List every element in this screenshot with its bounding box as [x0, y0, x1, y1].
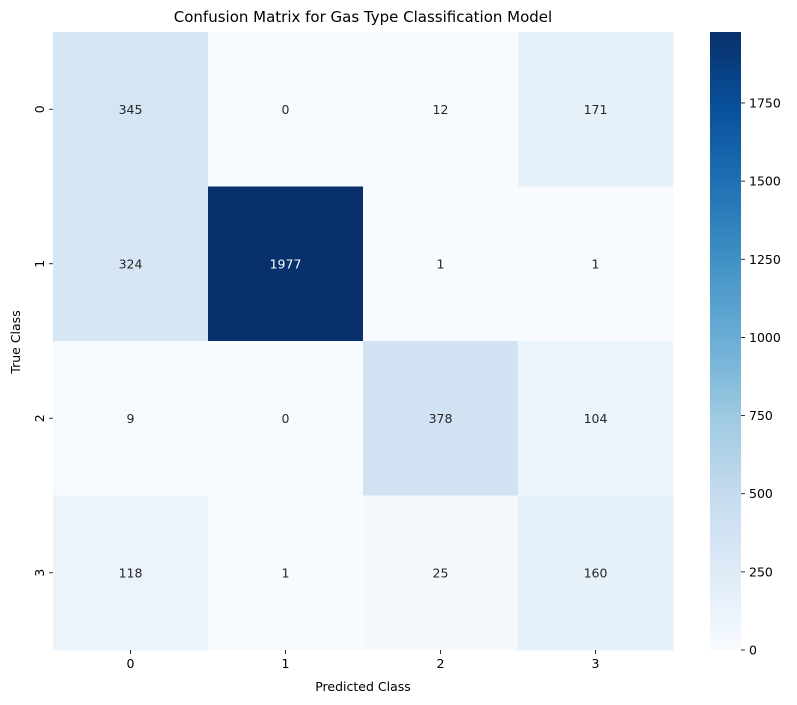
y-tick-label: 2 [32, 414, 47, 422]
heatmap-cell [518, 341, 674, 496]
x-tick-label: 3 [592, 656, 600, 671]
heatmap-cell [53, 186, 209, 342]
cell-value-label: 12 [433, 102, 449, 117]
x-tick-label: 2 [437, 656, 445, 671]
colorbar-tick-label: 1250 [749, 252, 781, 267]
heatmap-cell [518, 495, 674, 651]
heatmap-cell [363, 186, 519, 342]
heatmap-cell [53, 495, 209, 651]
colorbar-tick-label: 750 [749, 408, 773, 423]
y-tick-label: 3 [32, 569, 47, 577]
chart-title: Confusion Matrix for Gas Type Classifica… [174, 8, 552, 26]
cell-value-label: 25 [433, 565, 449, 580]
heatmap-cell [363, 495, 519, 651]
cell-value-label: 1977 [270, 256, 302, 271]
heatmap-cell [208, 341, 364, 496]
colorbar-gradient [710, 32, 741, 650]
cell-value-label: 378 [429, 411, 453, 426]
heatmap-cell [208, 32, 364, 187]
cell-value-label: 0 [282, 102, 290, 117]
heatmap-cell [518, 32, 674, 187]
cell-value-label: 1 [592, 256, 600, 271]
cell-value-label: 118 [119, 565, 143, 580]
colorbar-tick-label: 1750 [749, 95, 781, 110]
cell-value-label: 1 [437, 256, 445, 271]
colorbar-tick-label: 1500 [749, 174, 781, 189]
heatmap-cell [363, 341, 519, 496]
heatmap-cell [518, 186, 674, 342]
cell-value-label: 345 [119, 102, 143, 117]
x-axis-label: Predicted Class [315, 679, 411, 694]
heatmap-cells [53, 32, 674, 651]
colorbar: 0 250 500 750 1000 1250 1500 1750 [710, 32, 781, 658]
cell-value-label: 9 [127, 411, 135, 426]
cell-value-labels: 345 0 12 171 324 1977 1 1 9 0 378 104 118 1 25 160 [119, 102, 608, 581]
y-tick-label: 1 [32, 260, 47, 268]
heatmap-cell [363, 32, 519, 187]
x-tick-label: 0 [127, 656, 135, 671]
heatmap-cell [53, 341, 209, 496]
y-axis-label: True Class [8, 310, 23, 374]
colorbar-tick-label: 500 [749, 486, 773, 501]
colorbar-tick-label: 1000 [749, 330, 781, 345]
colorbar-tick-label: 0 [749, 643, 757, 658]
x-axis: 0 1 2 3 [127, 650, 600, 671]
heatmap-cell [208, 495, 364, 651]
cell-value-label: 324 [119, 256, 143, 271]
cell-value-label: 104 [584, 411, 608, 426]
heatmap-cell [53, 32, 209, 187]
y-axis: 0 1 2 3 [32, 105, 53, 577]
x-tick-label: 1 [282, 656, 290, 671]
cell-value-label: 0 [282, 411, 290, 426]
heatmap-cell [208, 186, 364, 342]
y-tick-label: 0 [32, 105, 47, 113]
cell-value-label: 171 [584, 102, 608, 117]
colorbar-tick-label: 250 [749, 564, 773, 579]
cell-value-label: 160 [584, 565, 608, 580]
cell-value-label: 1 [282, 565, 290, 580]
